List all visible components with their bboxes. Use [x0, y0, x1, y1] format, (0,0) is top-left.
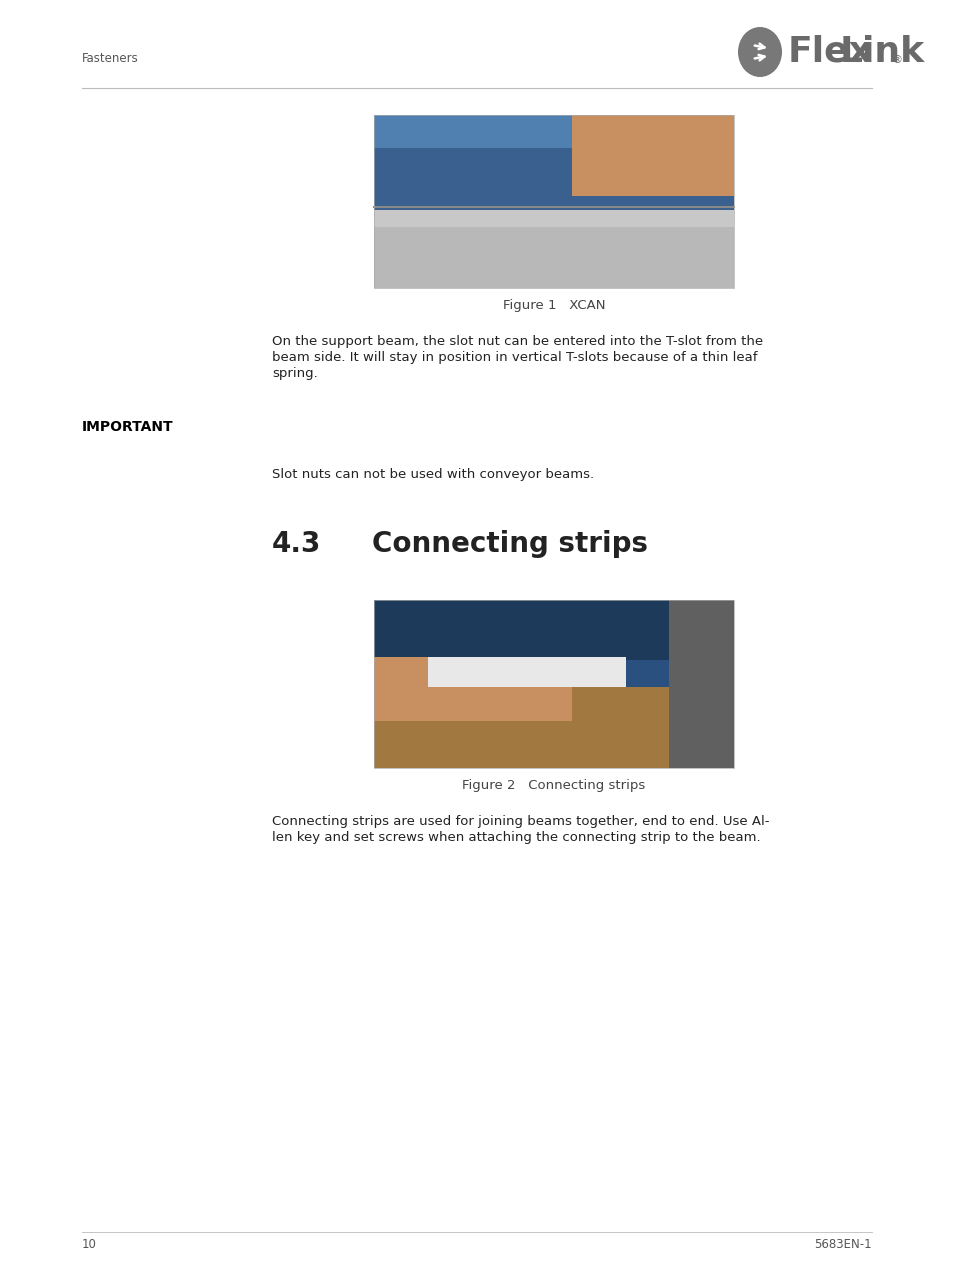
- Text: Connecting strips: Connecting strips: [372, 530, 647, 558]
- Bar: [374, 599, 733, 768]
- Text: Fasteners: Fasteners: [82, 52, 138, 65]
- Ellipse shape: [738, 27, 781, 77]
- Bar: [374, 599, 733, 667]
- Text: Figure 2   Connecting strips: Figure 2 Connecting strips: [462, 779, 645, 791]
- Bar: [374, 116, 733, 288]
- Bar: [374, 227, 733, 288]
- Text: len key and set screws when attaching the connecting strip to the beam.: len key and set screws when attaching th…: [272, 831, 760, 845]
- Bar: [428, 657, 625, 687]
- Bar: [572, 116, 733, 196]
- Text: 5683EN-1: 5683EN-1: [814, 1238, 871, 1251]
- Text: Link: Link: [840, 36, 924, 69]
- Text: Slot nuts can not be used with conveyor beams.: Slot nuts can not be used with conveyor …: [272, 469, 594, 481]
- Bar: [374, 660, 668, 687]
- Text: IMPORTANT: IMPORTANT: [82, 420, 173, 434]
- Bar: [374, 116, 733, 149]
- Text: 4.3: 4.3: [272, 530, 321, 558]
- Text: ®: ®: [891, 55, 902, 65]
- Text: On the support beam, the slot nut can be entered into the T-slot from the: On the support beam, the slot nut can be…: [272, 335, 762, 348]
- Text: 10: 10: [82, 1238, 97, 1251]
- Bar: [374, 116, 733, 210]
- Text: Connecting strips are used for joining beams together, end to end. Use Al-: Connecting strips are used for joining b…: [272, 815, 769, 828]
- Text: spring.: spring.: [272, 367, 317, 380]
- Text: beam side. It will stay in position in vertical T-slots because of a thin leaf: beam side. It will stay in position in v…: [272, 351, 757, 364]
- Bar: [374, 599, 733, 768]
- Bar: [668, 599, 733, 768]
- Text: Figure 1   XCAN: Figure 1 XCAN: [502, 298, 604, 311]
- Bar: [374, 657, 572, 721]
- Bar: [374, 116, 733, 288]
- Text: Flex: Flex: [787, 36, 872, 69]
